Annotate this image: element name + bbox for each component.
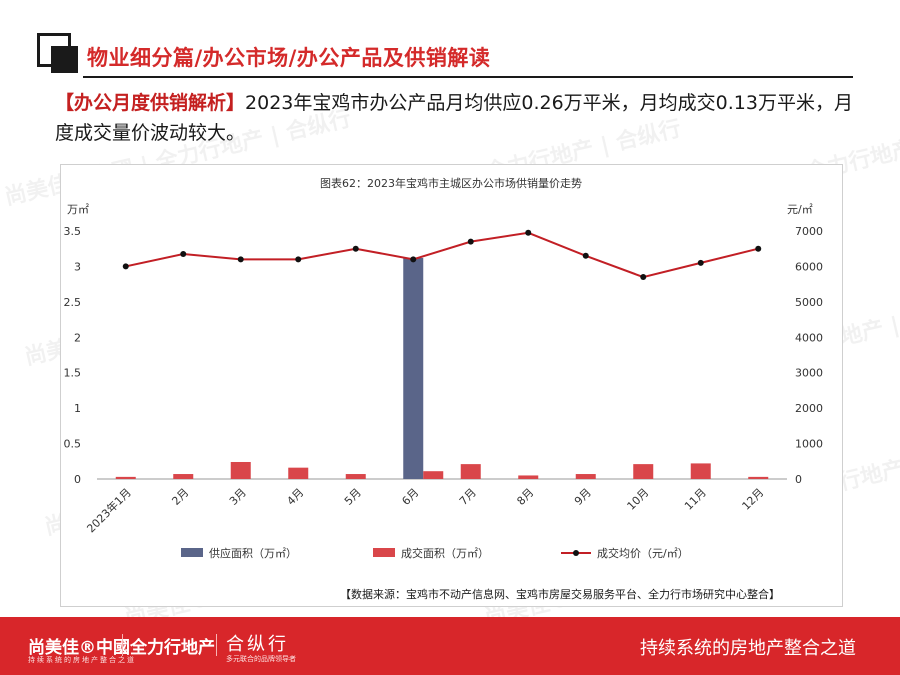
x-tick-label: 2023年1月 bbox=[84, 485, 134, 535]
footer-slogan: 持续系统的房地产整合之道 bbox=[640, 638, 856, 659]
y-left-tick-label: 1.5 bbox=[64, 367, 82, 380]
price-point bbox=[237, 256, 244, 263]
price-point bbox=[582, 252, 589, 259]
sales-bar bbox=[460, 464, 481, 479]
sales-bar bbox=[518, 475, 539, 479]
price-point bbox=[467, 238, 474, 245]
legend-swatch-sales bbox=[373, 548, 395, 557]
y-right-tick-label: 2000 bbox=[795, 402, 823, 415]
sales-bar bbox=[230, 461, 251, 479]
y-right-tick-label: 6000 bbox=[795, 260, 823, 273]
sales-bar bbox=[748, 476, 769, 479]
y-left-tick-label: 0.5 bbox=[64, 438, 82, 451]
brand-separator bbox=[122, 634, 123, 656]
sales-bar bbox=[633, 464, 654, 479]
y-right-tick-label: 0 bbox=[795, 473, 802, 486]
price-point bbox=[352, 245, 359, 252]
x-tick-label: 6月 bbox=[399, 486, 421, 508]
x-tick-label: 3月 bbox=[227, 486, 249, 508]
legend-swatch-price-dot bbox=[573, 550, 579, 556]
sales-bar bbox=[575, 474, 596, 479]
price-point bbox=[755, 245, 762, 252]
summary-text: 2023年宝鸡市办公产品月均供应0.26万平米，月均成交0.13万平米，月度成交… bbox=[55, 92, 853, 144]
y-left-tick-label: 0 bbox=[74, 473, 81, 486]
price-point bbox=[525, 229, 532, 236]
sales-bar bbox=[115, 476, 136, 479]
sales-bar bbox=[173, 474, 194, 479]
x-tick-label: 11月 bbox=[682, 486, 709, 513]
title-square-icon bbox=[51, 46, 78, 73]
x-tick-label: 8月 bbox=[514, 486, 536, 508]
brand-separator bbox=[216, 634, 217, 656]
legend-label-price: 成交均价（元/㎡） bbox=[597, 546, 689, 560]
title-divider bbox=[83, 76, 853, 78]
supply-bar bbox=[403, 257, 424, 479]
price-line bbox=[125, 231, 759, 279]
sales-bar bbox=[690, 463, 711, 479]
y-left-unit: 万㎡ bbox=[67, 203, 89, 216]
y-left-tick-label: 2.5 bbox=[64, 296, 82, 309]
page-title: 物业细分篇/办公市场/办公产品及供销解读 bbox=[87, 46, 491, 70]
brand-shangmeijia-logo: 尚美佳®中國 bbox=[28, 638, 130, 658]
y-right-unit: 元/㎡ bbox=[787, 203, 813, 216]
price-point bbox=[180, 251, 187, 258]
summary-tag: 【办公月度供销解析】 bbox=[55, 92, 246, 114]
y-right-tick-label: 7000 bbox=[795, 225, 823, 238]
y-left-tick-label: 2 bbox=[74, 331, 81, 344]
brand-hezongxing-logo: 合纵行 bbox=[226, 634, 289, 655]
chart-container: 图表62：2023年宝鸡市主城区办公市场供销量价走势 万㎡ 元/㎡ 0 0.5 1 1… bbox=[60, 164, 843, 607]
y-right-tick-label: 3000 bbox=[795, 367, 823, 380]
legend-label-supply: 供应面积（万㎡） bbox=[209, 546, 297, 560]
y-left-tick-label: 3.5 bbox=[64, 225, 82, 238]
x-tick-label: 4月 bbox=[284, 486, 306, 508]
chart-title: 图表62：2023年宝鸡市主城区办公市场供销量价走势 bbox=[320, 176, 582, 190]
price-point bbox=[122, 263, 129, 270]
x-tick-label: 7月 bbox=[457, 486, 479, 508]
x-tick-label: 5月 bbox=[342, 486, 364, 508]
sales-bar bbox=[288, 467, 309, 479]
y-left-tick-label: 3 bbox=[74, 260, 81, 273]
y-right-tick-label: 1000 bbox=[795, 438, 823, 451]
brand-shangmeijia-subtitle: 持续系统的房地产整合之道 bbox=[28, 656, 136, 664]
legend-swatch-supply bbox=[181, 548, 203, 557]
summary-paragraph: 【办公月度供销解析】2023年宝鸡市办公产品月均供应0.26万平米，月均成交0.… bbox=[55, 88, 855, 148]
price-point bbox=[697, 259, 704, 266]
sales-bar bbox=[423, 471, 444, 479]
supply-sales-chart: 图表62：2023年宝鸡市主城区办公市场供销量价走势 万㎡ 元/㎡ 00.511… bbox=[64, 176, 824, 560]
chart-legend: 供应面积（万㎡） 成交面积（万㎡） 成交均价（元/㎡） bbox=[181, 546, 689, 560]
y-left-tick-label: 1 bbox=[74, 402, 81, 415]
price-point bbox=[640, 274, 647, 281]
x-tick-label: 9月 bbox=[572, 486, 594, 508]
x-tick-label: 12月 bbox=[740, 486, 767, 513]
y-right-tick-label: 4000 bbox=[795, 331, 823, 344]
footer-bar bbox=[0, 617, 900, 675]
brand-hezongxing-subtitle: 多元联合的品牌领导者 bbox=[226, 655, 296, 663]
sales-bar bbox=[345, 474, 366, 479]
price-point bbox=[295, 256, 302, 263]
data-source: 【数据来源：宝鸡市不动产信息网、宝鸡市房屋交易服务平台、全力行市场研究中心整合】 bbox=[340, 588, 780, 601]
legend-label-sales: 成交面积（万㎡） bbox=[401, 546, 489, 560]
x-tick-label: 10月 bbox=[625, 486, 652, 513]
chart-marks: 0 0.5 1 1.5 2 2.5 3 3.5 0 1000 2000 3000 4000 5000 600… bbox=[64, 225, 824, 535]
price-point bbox=[410, 256, 417, 263]
x-tick-label: 2月 bbox=[169, 486, 191, 508]
brand-quanlixing-logo: 全力行地产 bbox=[130, 638, 215, 658]
y-right-tick-label: 5000 bbox=[795, 296, 823, 309]
